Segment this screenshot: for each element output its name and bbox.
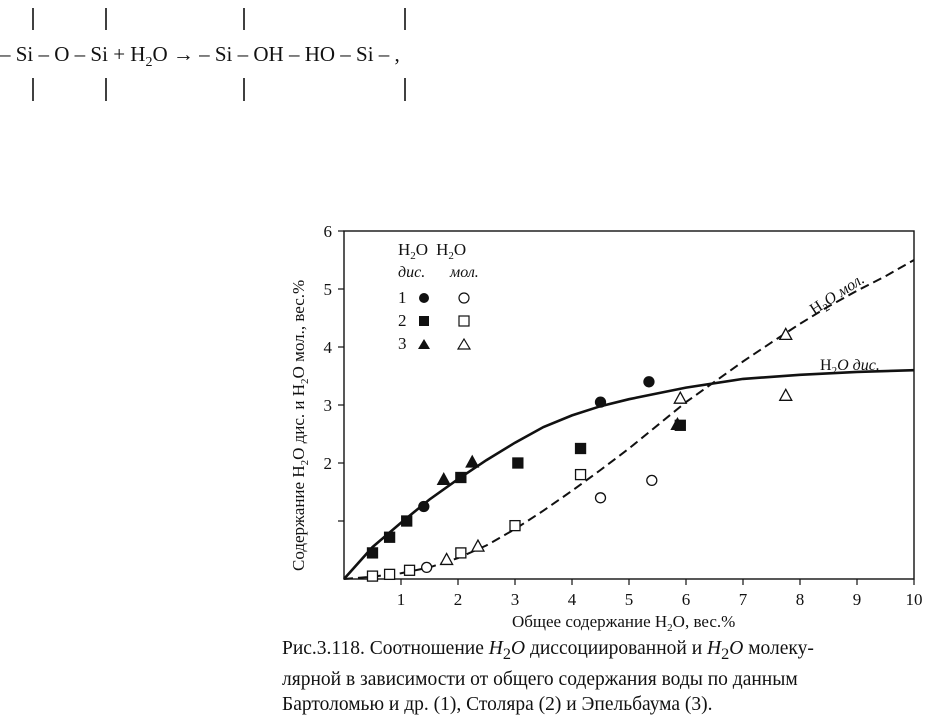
point-2-mol bbox=[455, 547, 467, 559]
point-2-mol bbox=[574, 468, 587, 481]
curve-label-dis: H2O дис. bbox=[820, 357, 880, 377]
x-tick-label: 1 bbox=[397, 590, 406, 609]
legend-row-2: 2 bbox=[398, 311, 407, 330]
point-2-dis bbox=[574, 442, 587, 455]
y-axis-label: Содержание H2O дис. и H2O мол., вес.% bbox=[289, 280, 311, 571]
legend-marker-3-mol bbox=[456, 337, 472, 350]
equation-text: – Si – O – Si + H2O → – Si – OH – HO – S… bbox=[0, 42, 400, 70]
curve-mol bbox=[343, 259, 915, 580]
point-3-dis bbox=[436, 472, 451, 486]
point-3-mol bbox=[778, 327, 793, 341]
point-3-mol bbox=[439, 552, 454, 566]
point-3-mol bbox=[778, 387, 793, 401]
point-1-dis bbox=[418, 500, 430, 513]
legend-col-dis: дис. bbox=[398, 264, 425, 281]
point-2-dis bbox=[512, 457, 524, 469]
point-2-dis bbox=[366, 547, 379, 559]
point-2-dis bbox=[401, 515, 413, 527]
legend-row-1: 1 bbox=[398, 288, 407, 307]
x-tick-label: 5 bbox=[625, 590, 634, 609]
figure-caption: Рис.3.118. Соотношение H2O диссоциирован… bbox=[282, 636, 932, 717]
point-2-dis bbox=[383, 531, 396, 543]
y-tick-label: 4 bbox=[324, 338, 333, 357]
reaction-equation: – Si – O – Si + H2O → – Si – OH – HO – S… bbox=[0, 8, 406, 101]
x-tick-label: 10 bbox=[906, 590, 923, 609]
point-1-mol bbox=[594, 492, 607, 504]
x-tick-label: 4 bbox=[568, 590, 577, 609]
legend-marker-3-dis bbox=[418, 339, 430, 349]
point-2-mol bbox=[383, 568, 396, 581]
caption-line-1: Рис.3.118. Соотношение H2O диссоциирован… bbox=[282, 638, 814, 663]
x-tick-label: 2 bbox=[454, 590, 463, 609]
x-tick-label: 3 bbox=[511, 590, 520, 609]
point-2-mol bbox=[509, 519, 521, 532]
point-3-dis bbox=[670, 416, 685, 430]
point-1-dis bbox=[643, 376, 655, 388]
y-tick-label: 6 bbox=[324, 222, 333, 241]
point-3-mol bbox=[470, 538, 486, 552]
plot-frame bbox=[343, 230, 915, 580]
x-tick-label: 6 bbox=[682, 590, 691, 609]
curve-dis bbox=[343, 368, 915, 580]
legend-marker-1-mol bbox=[458, 292, 470, 304]
point-2-mol bbox=[403, 564, 416, 576]
legend-marker-2-mol bbox=[458, 315, 470, 327]
legend-row-3: 3 bbox=[398, 334, 407, 353]
legend-marker-2-dis bbox=[419, 316, 429, 326]
x-tick-label: 8 bbox=[796, 590, 805, 609]
point-1-dis bbox=[594, 396, 607, 408]
legend-header: H2O H2O bbox=[398, 240, 466, 262]
point-1-mol bbox=[420, 561, 433, 574]
point-3-mol bbox=[673, 390, 688, 404]
y-tick-label: 2 bbox=[324, 454, 333, 473]
point-3-dis bbox=[465, 454, 480, 468]
curve-label-mol: H2O мол. bbox=[807, 271, 869, 321]
legend-marker-1-dis bbox=[419, 293, 429, 303]
caption-line-3: Бартоломью и др. (1), Столяра (2) и Эпел… bbox=[282, 693, 713, 715]
point-2-mol bbox=[366, 570, 379, 582]
point-2-dis bbox=[455, 471, 467, 484]
x-tick-label: 7 bbox=[739, 590, 748, 609]
x-tick-label: 9 bbox=[853, 590, 862, 609]
y-tick-label: 3 bbox=[324, 396, 333, 415]
caption-line-2: лярной в зависимости от общего содержани… bbox=[282, 668, 798, 690]
x-axis-label: Общее содержание H2O, вес.% bbox=[512, 612, 735, 634]
legend-col-mol: мол. bbox=[449, 264, 479, 281]
y-tick-label: 5 bbox=[324, 280, 333, 299]
point-1-mol bbox=[646, 474, 658, 487]
